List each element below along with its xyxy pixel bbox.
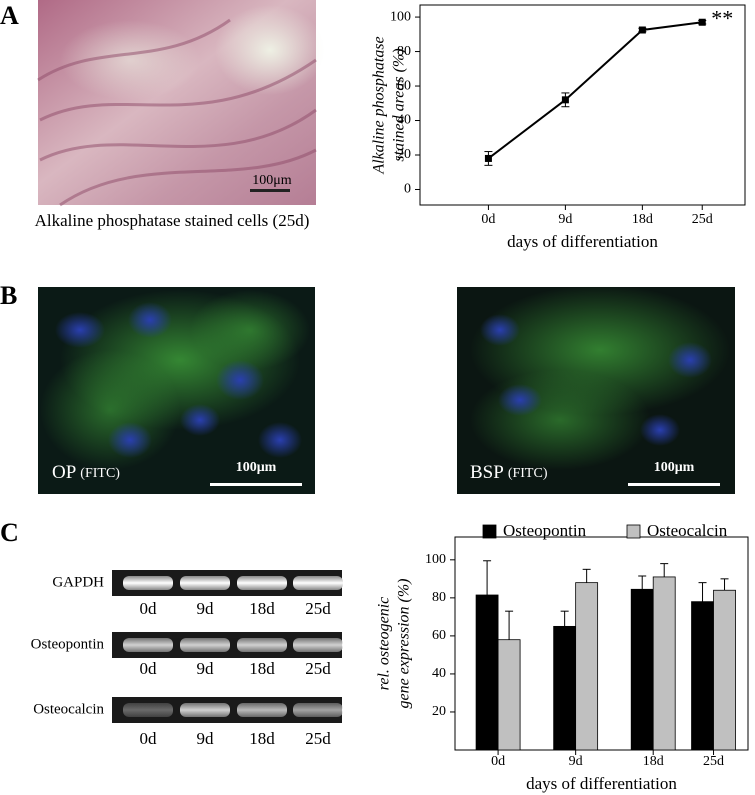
lane-label: 0d: [140, 729, 158, 748]
gel-band: [293, 576, 343, 590]
annotation: **: [711, 5, 733, 30]
y-axis-label: stained areas (%): [391, 48, 408, 161]
legend-label: Osteopontin: [503, 521, 587, 540]
gel-band: [123, 703, 173, 717]
x-axis-label: days of differentiation: [526, 774, 677, 793]
plot-frame: [454, 536, 749, 751]
x-axis-label: days of differentiation: [507, 232, 658, 251]
y-tick-label: 20: [397, 147, 411, 162]
y-tick-label: 80: [397, 44, 411, 59]
fluorescence-image: 100μm BSP (FITC): [457, 285, 735, 494]
lane-label: 9d: [197, 659, 215, 678]
y-tick-label: 40: [397, 113, 411, 128]
data-line: [487, 21, 703, 160]
lane-label: 18d: [249, 729, 275, 748]
y-tick-label: 0: [404, 182, 411, 197]
gel-band: [237, 576, 287, 590]
gel-label: Osteocalcin: [33, 701, 104, 717]
lane-label: 0d: [140, 659, 158, 678]
gel-band: [293, 703, 343, 717]
gel-band: [237, 638, 287, 652]
x-tick-label: 9d: [558, 212, 572, 227]
x-tick-label: 25d: [692, 212, 713, 227]
scale-bar-label: 100μm: [654, 460, 695, 475]
y-axis-label: rel. osteogenic: [376, 597, 393, 691]
stain-dye: (FITC): [508, 466, 548, 481]
image-caption: Alkaline phosphatase stained cells (25d): [35, 211, 310, 230]
stain-dye: (FITC): [80, 466, 120, 481]
lane-label: 25d: [305, 659, 331, 678]
bar: [497, 639, 521, 751]
stain-name: BSP: [470, 462, 504, 483]
scale-bar-label: 100μm: [252, 173, 292, 188]
bar: [553, 625, 577, 751]
gel-panel: 0d 9d 18d 25d GAPDH 0d 9d 18d 25d Osteopontin 0d 9d…: [31, 570, 343, 748]
fluorescence-image: 100μm OP (FITC): [38, 287, 315, 494]
lane-label: 18d: [249, 659, 275, 678]
image-label: BSP (FITC): [470, 462, 548, 483]
y-tick-label: 100: [425, 552, 446, 567]
data-point: [698, 18, 706, 26]
stain-name: OP: [52, 462, 76, 483]
legend-swatch: [626, 524, 641, 539]
lane-label: 25d: [305, 599, 331, 618]
lane-label: 0d: [140, 599, 158, 618]
legend-label: Osteocalcin: [647, 521, 728, 540]
y-axis-label: gene expression (%): [396, 578, 413, 708]
lane-label: 9d: [197, 599, 215, 618]
bar: [713, 589, 736, 751]
data-point: [638, 26, 646, 34]
stain-image: 100μm: [37, 0, 325, 207]
gel-band: [123, 638, 173, 652]
y-tick-label: 80: [432, 590, 446, 605]
y-tick-label: 60: [397, 78, 411, 93]
y-tick-label: 40: [432, 666, 446, 681]
x-tick-label: 25d: [703, 754, 724, 769]
legend-swatch: [482, 524, 497, 539]
gel-band: [123, 576, 173, 590]
lane-label: 9d: [197, 729, 215, 748]
bar: [575, 582, 599, 751]
plot-frame: [419, 4, 746, 206]
scale-bar-label: 100μm: [236, 460, 277, 475]
x-tick-label: 18d: [632, 212, 653, 227]
gel-band: [293, 638, 343, 652]
gel-band: [180, 638, 230, 652]
x-tick-label: 0d: [491, 754, 505, 769]
gel-band: [180, 703, 230, 717]
gel-band: [180, 576, 230, 590]
panel-label: A: [0, 1, 19, 30]
panel-label: B: [0, 281, 17, 310]
bar: [475, 594, 499, 751]
x-tick-label: 18d: [643, 754, 664, 769]
x-tick-label: 9d: [569, 754, 583, 769]
gel-label: GAPDH: [52, 574, 104, 590]
lane-label: 25d: [305, 729, 331, 748]
data-point: [484, 154, 492, 162]
gel-band: [237, 703, 287, 717]
panel-label: C: [0, 518, 19, 547]
y-tick-label: 100: [390, 9, 411, 24]
bar: [652, 576, 676, 751]
gel-label: Osteopontin: [31, 636, 105, 652]
bar: [691, 601, 714, 751]
image-label: OP (FITC): [52, 462, 120, 483]
y-tick-label: 20: [432, 704, 446, 719]
y-axis-label: Alkaline phosphatase: [371, 36, 388, 174]
lane-label: 18d: [249, 599, 275, 618]
y-tick-label: 60: [432, 628, 446, 643]
bar: [630, 588, 654, 751]
data-point: [561, 96, 569, 104]
x-tick-label: 0d: [481, 212, 495, 227]
